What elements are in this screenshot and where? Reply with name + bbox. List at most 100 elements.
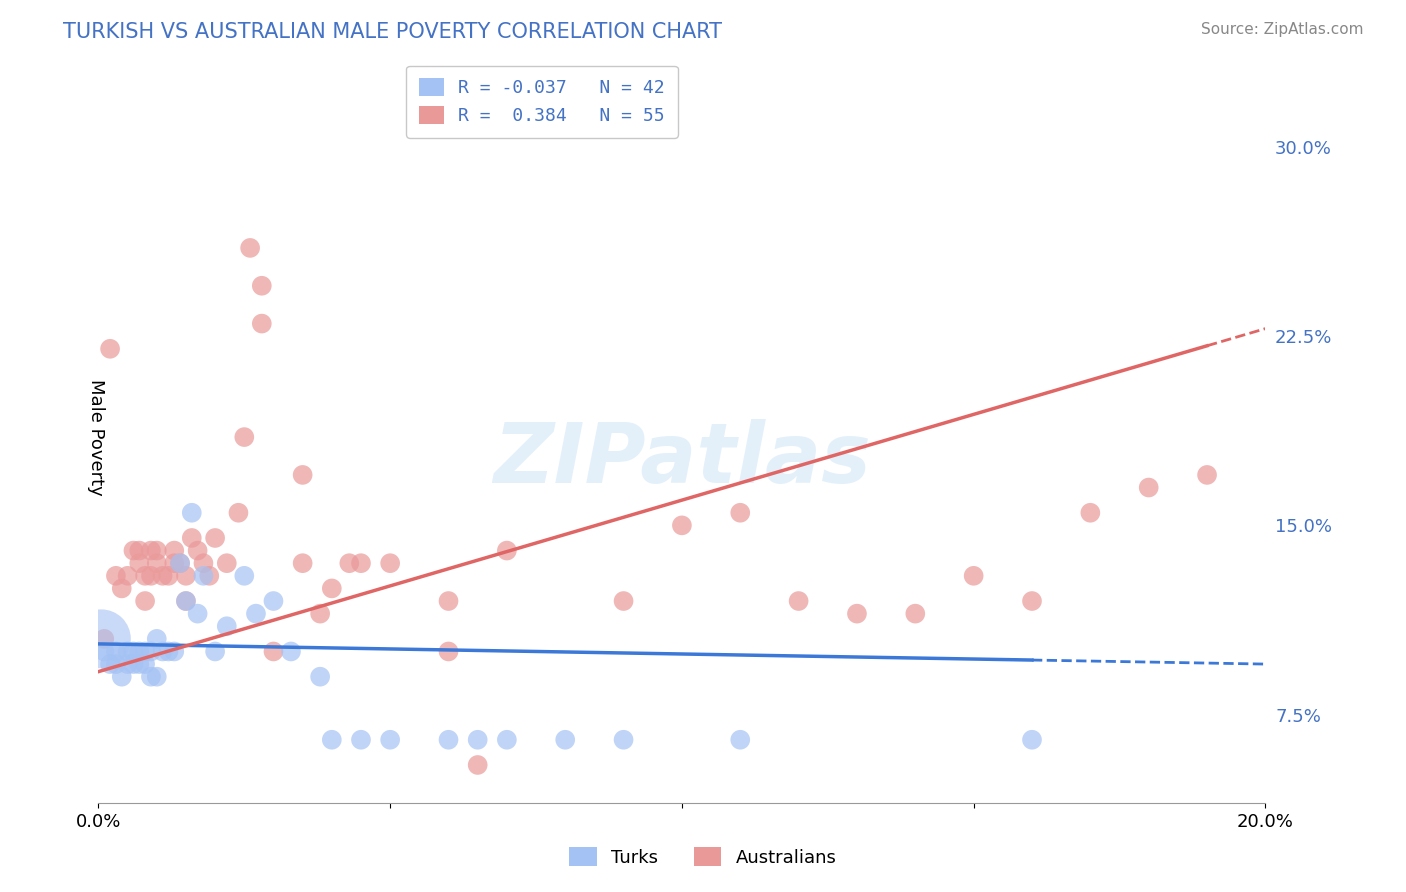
Text: Source: ZipAtlas.com: Source: ZipAtlas.com xyxy=(1201,22,1364,37)
Point xyxy=(309,670,332,684)
Point xyxy=(280,644,302,658)
Point xyxy=(157,644,180,658)
Point xyxy=(262,644,284,658)
Y-axis label: Male Poverty: Male Poverty xyxy=(87,379,105,495)
Point xyxy=(1080,506,1102,520)
Point xyxy=(111,582,134,596)
Point xyxy=(117,657,139,671)
Point xyxy=(139,569,162,583)
Point xyxy=(787,594,810,608)
Point xyxy=(350,556,373,570)
Point xyxy=(180,506,202,520)
Point xyxy=(128,556,150,570)
Point xyxy=(111,670,134,684)
Point xyxy=(174,569,197,583)
Point xyxy=(122,657,145,671)
Point xyxy=(291,467,314,482)
Point xyxy=(117,569,139,583)
Point xyxy=(250,317,273,331)
Point xyxy=(233,430,256,444)
Legend: R = -0.037   N = 42, R =  0.384   N = 55: R = -0.037 N = 42, R = 0.384 N = 55 xyxy=(406,66,678,137)
Point xyxy=(187,607,209,621)
Point xyxy=(250,278,273,293)
Point xyxy=(239,241,262,255)
Point xyxy=(139,670,162,684)
Text: ZIPatlas: ZIPatlas xyxy=(494,418,870,500)
Point xyxy=(1195,467,1218,482)
Point xyxy=(554,732,576,747)
Point xyxy=(169,556,191,570)
Point xyxy=(146,632,169,646)
Point xyxy=(128,543,150,558)
Point xyxy=(337,556,360,570)
Point xyxy=(467,732,489,747)
Point xyxy=(93,632,115,646)
Point xyxy=(128,644,150,658)
Point xyxy=(146,543,169,558)
Point xyxy=(163,556,186,570)
Point xyxy=(139,644,162,658)
Point xyxy=(1021,732,1043,747)
Point xyxy=(904,607,927,621)
Point xyxy=(187,543,209,558)
Point xyxy=(321,732,343,747)
Point xyxy=(730,506,752,520)
Point xyxy=(846,607,869,621)
Point xyxy=(163,543,186,558)
Point xyxy=(152,569,174,583)
Point xyxy=(321,582,343,596)
Point xyxy=(437,644,460,658)
Point xyxy=(437,594,460,608)
Point xyxy=(291,556,314,570)
Point xyxy=(98,342,121,356)
Point xyxy=(496,543,519,558)
Point xyxy=(193,556,215,570)
Point xyxy=(380,556,402,570)
Point xyxy=(496,732,519,747)
Point xyxy=(152,644,174,658)
Point xyxy=(612,594,634,608)
Point xyxy=(193,569,215,583)
Point xyxy=(671,518,693,533)
Point xyxy=(104,644,127,658)
Point xyxy=(98,657,121,671)
Point xyxy=(730,732,752,747)
Point xyxy=(962,569,984,583)
Point xyxy=(134,569,156,583)
Point xyxy=(204,644,226,658)
Point xyxy=(198,569,221,583)
Point xyxy=(163,644,186,658)
Point xyxy=(93,644,115,658)
Point xyxy=(122,543,145,558)
Point xyxy=(350,732,373,747)
Point xyxy=(174,594,197,608)
Point xyxy=(104,657,127,671)
Point xyxy=(128,657,150,671)
Legend: Turks, Australians: Turks, Australians xyxy=(562,840,844,874)
Point xyxy=(90,632,112,646)
Point xyxy=(380,732,402,747)
Point xyxy=(612,732,634,747)
Point xyxy=(262,594,284,608)
Point xyxy=(157,569,180,583)
Point xyxy=(180,531,202,545)
Point xyxy=(139,543,162,558)
Point xyxy=(122,644,145,658)
Point xyxy=(437,732,460,747)
Point xyxy=(204,531,226,545)
Point xyxy=(1137,481,1160,495)
Point xyxy=(146,670,169,684)
Point xyxy=(228,506,250,520)
Point xyxy=(467,758,489,772)
Point xyxy=(309,607,332,621)
Point xyxy=(233,569,256,583)
Point xyxy=(104,569,127,583)
Point xyxy=(117,644,139,658)
Point xyxy=(169,556,191,570)
Point xyxy=(245,607,267,621)
Point xyxy=(146,556,169,570)
Point xyxy=(215,556,238,570)
Point xyxy=(1021,594,1043,608)
Point xyxy=(215,619,238,633)
Text: TURKISH VS AUSTRALIAN MALE POVERTY CORRELATION CHART: TURKISH VS AUSTRALIAN MALE POVERTY CORRE… xyxy=(63,22,723,42)
